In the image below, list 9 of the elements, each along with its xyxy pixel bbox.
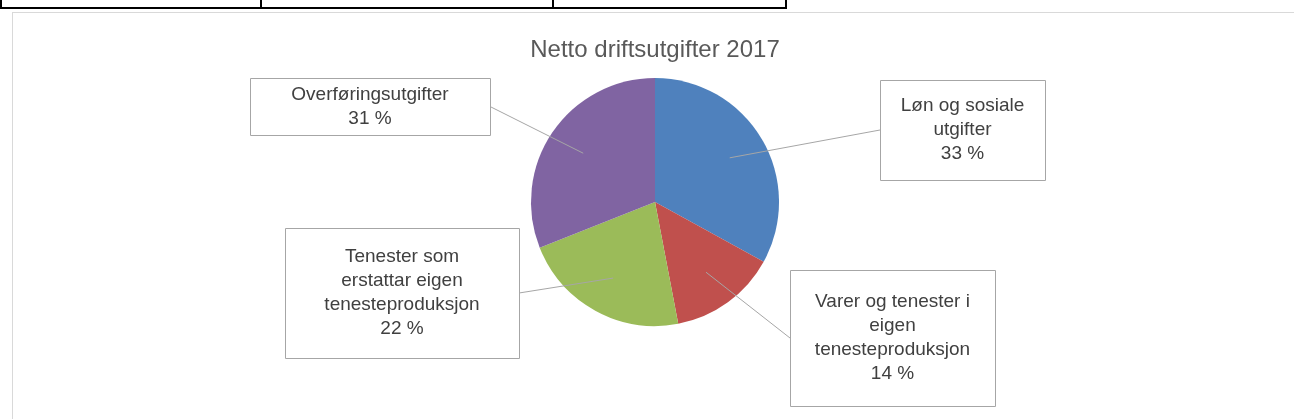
- slice-label: Overføringsutgifter: [291, 82, 450, 104]
- slice-label: Tenester som erstattar eigen tenesteproduksjon: [324, 245, 480, 315]
- data-label: 22 %: [380, 317, 424, 339]
- slice-label: Varer og tenester i eigen tenesteproduksjon: [814, 290, 971, 360]
- data-label: 33 %: [940, 142, 985, 164]
- data-label: 31 %: [348, 106, 392, 128]
- slice-label: Løn og sosiale utgifter: [900, 94, 1025, 140]
- data-label: 14 %: [870, 362, 915, 384]
- chart-title: Netto driftsutgifter 2017: [530, 34, 780, 62]
